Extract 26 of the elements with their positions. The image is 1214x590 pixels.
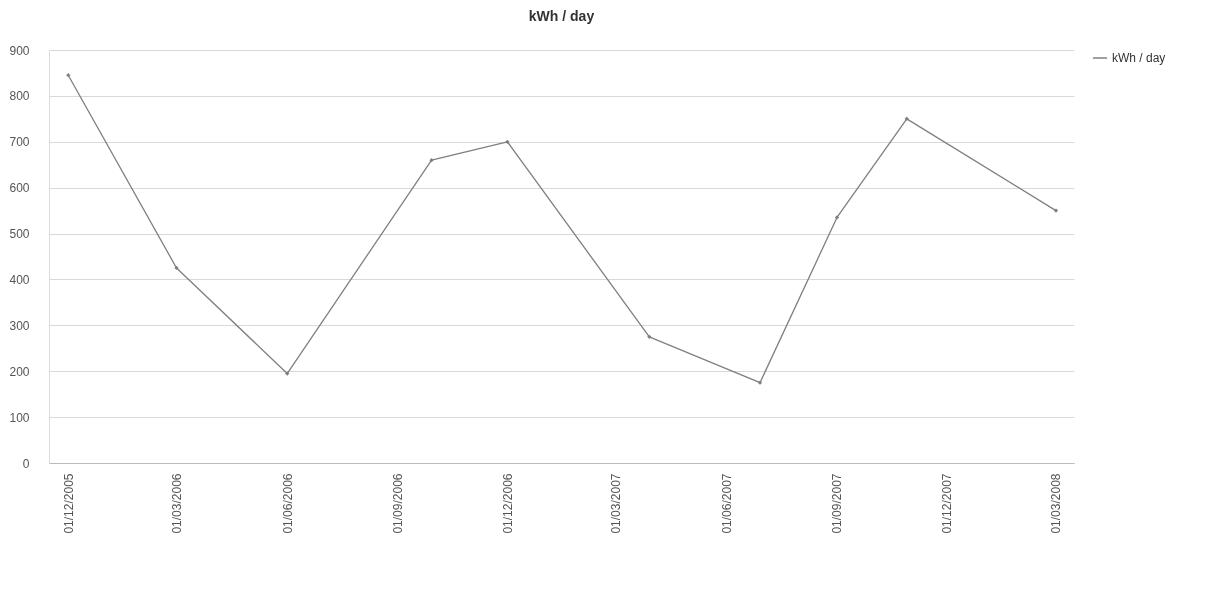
y-tick-label: 200 <box>9 364 30 379</box>
legend-label: kWh / day <box>1112 51 1166 65</box>
y-tick-label: 400 <box>9 272 30 287</box>
x-tick-label: 01/09/2006 <box>391 473 406 534</box>
point <box>904 116 909 121</box>
x-tick-label: 01/03/2008 <box>1049 473 1064 534</box>
x-tick-label: 01/12/2005 <box>61 473 76 534</box>
y-tick-label: 800 <box>9 89 30 104</box>
point <box>66 73 71 78</box>
x-tick-label: 01/12/2006 <box>500 473 515 534</box>
x-tick-label: 01/06/2007 <box>719 473 734 534</box>
x-tick-label: 01/12/2007 <box>939 473 954 534</box>
y-tick-label: 700 <box>9 135 30 150</box>
y-tick-label: 0 <box>22 456 30 471</box>
y-tick-label: 500 <box>9 227 30 242</box>
chart-title: kWh / day <box>528 8 595 24</box>
point <box>505 139 510 144</box>
x-tick-label: 01/09/2007 <box>830 473 845 534</box>
y-tick-label: 100 <box>9 410 30 425</box>
y-tick-label: 900 <box>9 43 30 58</box>
y-tick-label: 300 <box>9 318 30 333</box>
point <box>647 334 652 339</box>
y-tick-label: 600 <box>9 181 30 196</box>
x-tick-label: 01/06/2006 <box>280 473 295 534</box>
x-tick-label: 01/03/2006 <box>170 473 185 534</box>
x-tick-label: 01/03/2007 <box>609 473 624 534</box>
